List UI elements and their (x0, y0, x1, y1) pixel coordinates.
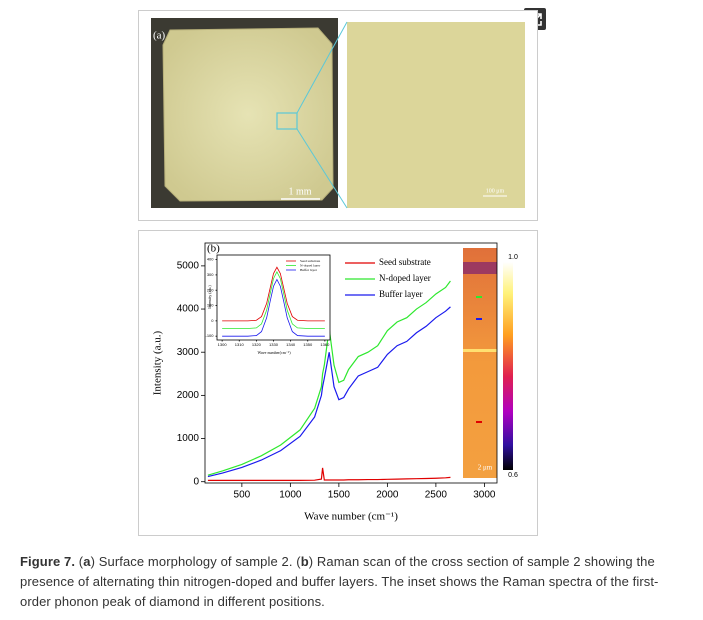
x-tick-label: 1300 (218, 342, 228, 347)
map-band (463, 349, 497, 352)
zoom-line (296, 128, 348, 209)
caption: Figure 7. (a) Surface morphology of samp… (20, 552, 682, 612)
legend-label: Buffer layer (379, 289, 423, 299)
y-axis-label: Intensity (a.u.) (207, 285, 212, 309)
data-line (207, 467, 451, 482)
legend-label: Seed substrate (379, 257, 431, 267)
x-tick-label: 1330 (269, 342, 279, 347)
y-tick-label: -100 (205, 333, 214, 338)
legend-label: Seed substrate (300, 259, 321, 263)
inset-background (217, 255, 330, 340)
x-tick-label: 2000 (376, 490, 399, 501)
colorbar (503, 262, 513, 470)
legend-label: Buffer layer (300, 268, 318, 272)
panel-label: (a) (153, 30, 166, 42)
x-axis-label: Wave number (cm⁻¹) (304, 511, 398, 523)
y-tick-label: 5000 (177, 261, 200, 272)
map-marker (476, 318, 482, 320)
x-tick-label: 1500 (328, 490, 351, 501)
x-tick-label: 1000 (279, 490, 302, 501)
data-line (207, 280, 451, 476)
x-axis-label: Wave number(cm⁻¹) (257, 350, 291, 355)
map-scale: 2 μm (478, 464, 493, 472)
scale-label: 100 μm (486, 188, 505, 194)
panel-label: (b) (207, 243, 220, 255)
map-band (463, 262, 497, 274)
y-tick-label: 100 (207, 303, 214, 308)
y-tick-label: 4000 (177, 304, 200, 315)
y-axis-label: Intensity (a.u.) (152, 330, 164, 395)
y-tick-label: 400 (207, 257, 214, 262)
scale-label: 1 mm (288, 186, 311, 197)
y-tick-label: 0 (211, 318, 214, 323)
y-tick-label: 200 (207, 287, 214, 292)
data-line (222, 270, 325, 329)
sample-chip (162, 27, 334, 202)
caption-text: ( (78, 554, 84, 569)
raman-map (463, 248, 497, 478)
legend-label: N-doped layer (379, 273, 431, 283)
data-line (222, 266, 325, 322)
data-line (222, 278, 325, 337)
zoom-line (296, 21, 348, 114)
x-tick-label: 1340 (286, 342, 296, 347)
data-line (207, 306, 451, 478)
y-tick-label: 2000 (177, 390, 200, 401)
zoom-box (276, 112, 298, 130)
y-tick-label: 0 (193, 476, 199, 487)
x-tick-label: 3000 (473, 490, 496, 501)
caption-text: a (83, 554, 91, 569)
x-tick-label: 500 (234, 490, 251, 501)
caption-text: b (300, 554, 309, 569)
caption-label: Figure 7. (20, 554, 76, 569)
x-tick-label: 1360 (320, 342, 330, 347)
x-tick-label: 1320 (252, 342, 262, 347)
map-marker (476, 296, 482, 298)
y-tick-label: 3000 (177, 347, 200, 358)
map-marker (476, 421, 482, 423)
figure: (a) 1 mm 100 μm 2 μm (b) 500 1000 1500 2000… (138, 8, 546, 536)
plot-frame (204, 242, 498, 484)
y-tick-label: 300 (207, 272, 214, 277)
x-tick-label: 2500 (425, 490, 448, 501)
legend-label: N-doped layer (300, 263, 321, 267)
colorbar-label: 1.0 (508, 254, 518, 261)
y-tick-label: 1000 (177, 433, 200, 444)
x-tick-label: 1350 (303, 342, 313, 347)
caption-text: ) Surface morphology of sample 2. ( (90, 554, 301, 569)
x-tick-label: 1310 (235, 342, 245, 347)
caption-text: ) Raman scan of the cross section of sam… (20, 554, 659, 609)
colorbar-label: 0.6 (508, 472, 518, 479)
micro-image (347, 22, 525, 208)
